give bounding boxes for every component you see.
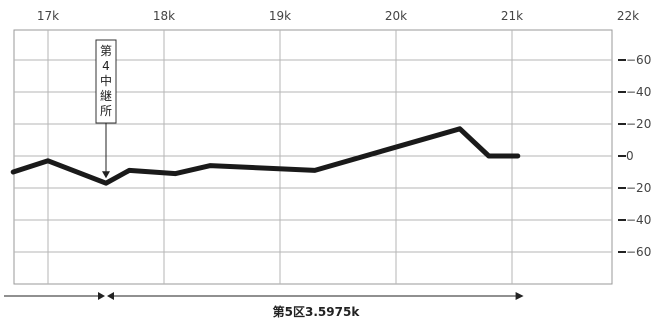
y-tick-label: −20 bbox=[626, 117, 651, 131]
x-tick-label: 19k bbox=[269, 9, 291, 23]
annotation-char: 中 bbox=[100, 73, 112, 88]
series bbox=[10, 126, 521, 186]
annotation-char: 継 bbox=[100, 88, 112, 103]
x-axis-ticks: 17k 18k 19k 20k 21k 22k bbox=[37, 9, 639, 23]
x-tick-label: 17k bbox=[37, 9, 59, 23]
x-tick-label: 22k bbox=[617, 9, 639, 23]
y-tick-label: −60 bbox=[626, 245, 651, 259]
section-start-arrowhead bbox=[107, 292, 114, 300]
annotation-char: 所 bbox=[100, 104, 112, 118]
annotation-arrowhead bbox=[102, 171, 110, 179]
series-line bbox=[10, 126, 521, 186]
y-axis-ticks: −60 −40 −20 0 −20 −40 −60 bbox=[618, 53, 651, 259]
y-tick-label: 0 bbox=[626, 149, 634, 163]
y-tick-label: −40 bbox=[626, 85, 651, 99]
section-span: 第5区3.5975k bbox=[4, 292, 524, 319]
y-tick-label: −40 bbox=[626, 213, 651, 227]
section-span-label: 第5区3.5975k bbox=[273, 304, 361, 319]
annotation-char: 4 bbox=[102, 59, 110, 73]
x-tick-label: 20k bbox=[385, 9, 407, 23]
x-tick-label: 21k bbox=[501, 9, 523, 23]
prev-section-arrowhead bbox=[98, 292, 105, 300]
section-end-arrowhead bbox=[515, 292, 524, 300]
plot-frame bbox=[13, 29, 613, 285]
y-tick-label: −60 bbox=[626, 53, 651, 67]
y-tick-label: −20 bbox=[626, 181, 651, 195]
annotation-char: 第 bbox=[100, 44, 112, 58]
x-tick-label: 18k bbox=[153, 9, 175, 23]
